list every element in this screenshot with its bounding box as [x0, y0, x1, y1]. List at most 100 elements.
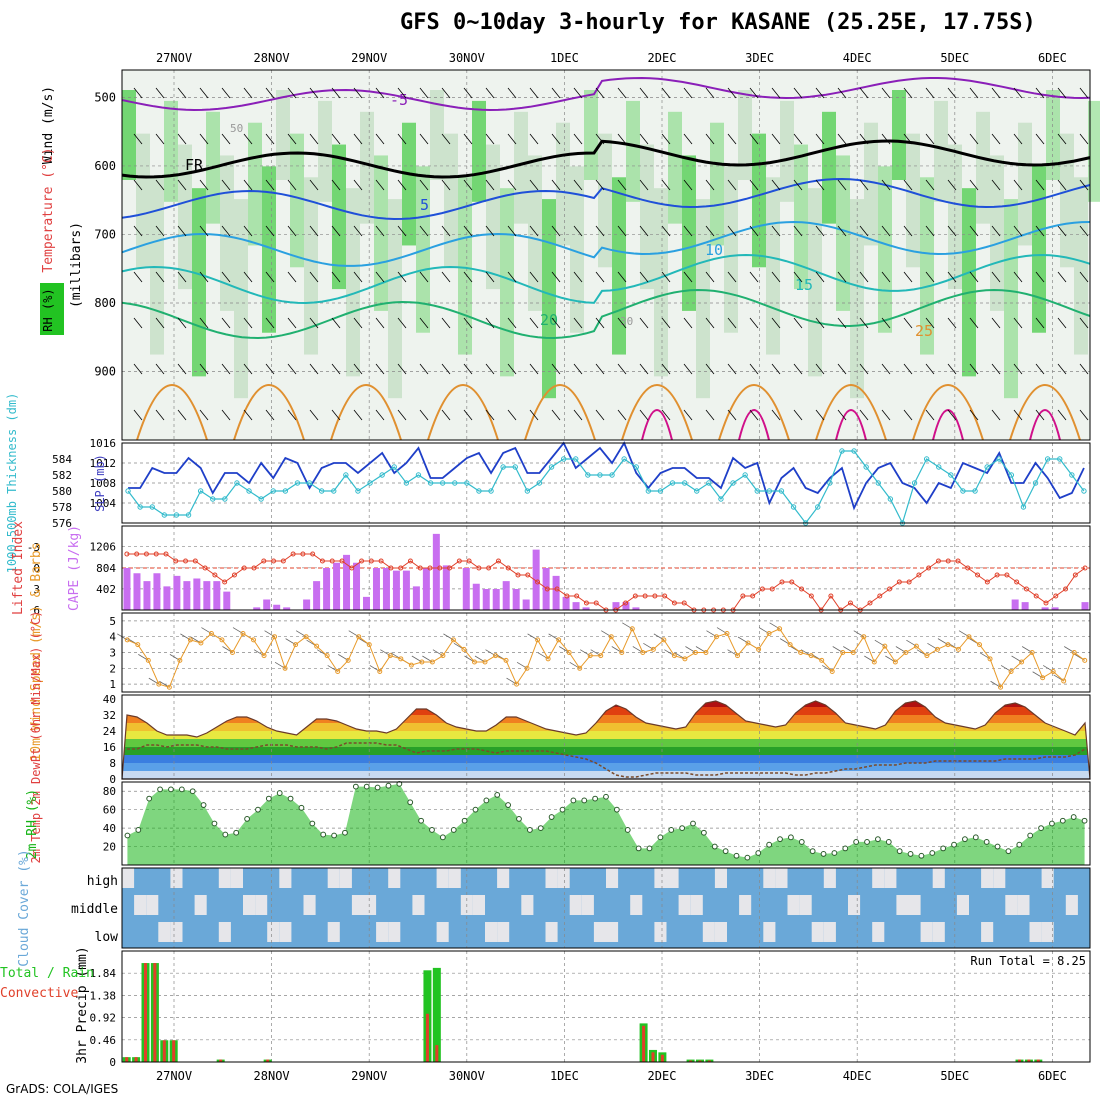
rh-shading-cell — [668, 111, 682, 224]
wind-barb — [793, 133, 803, 145]
thickness-point — [197, 488, 204, 494]
cape-bar — [552, 575, 560, 610]
rh-shading-cell — [766, 177, 780, 355]
thickness-point — [669, 480, 676, 486]
rh-shading-cell — [794, 144, 808, 290]
wind-barb — [1035, 179, 1045, 191]
isotherm-line — [121, 220, 1091, 267]
tick-label: 402 — [96, 583, 116, 596]
lifted-index-point — [368, 558, 374, 564]
wind-barb — [221, 363, 231, 375]
wind-barb — [881, 133, 891, 145]
wind-barb — [903, 87, 913, 99]
cloud-gap-cell — [146, 895, 159, 915]
wind-speed-point — [735, 653, 741, 659]
ylabel-convective: Convective — [0, 986, 78, 1001]
cloud-gap-cell — [230, 868, 243, 888]
wind-barb — [947, 317, 957, 329]
tick-label: 20 — [103, 841, 116, 854]
wind-barb — [441, 179, 451, 191]
cape-bar — [123, 568, 131, 610]
wind-barb — [199, 317, 209, 329]
wind-speed-point — [503, 657, 509, 663]
rh-shading-cell — [332, 144, 346, 290]
wind-barb — [771, 317, 781, 329]
wind-barb — [265, 225, 275, 237]
lifted-index-point — [251, 565, 257, 571]
wind-speed-point — [535, 637, 541, 643]
isotherm-label: 15 — [795, 276, 813, 294]
wind-barb — [573, 87, 583, 99]
cloud-gap-cell — [581, 895, 594, 915]
cloud-gap-cell — [339, 868, 352, 888]
thickness-point — [222, 496, 228, 502]
x-tick-label: 6DEC — [1038, 1069, 1067, 1083]
isotherm-line — [121, 253, 1091, 305]
ylabel-cape: CAPE (J/kg) — [67, 525, 82, 611]
rh-shading-cell — [290, 133, 304, 268]
rh-shading-cell — [262, 166, 276, 333]
wind-barb — [529, 409, 539, 421]
rh-shading-cell — [360, 111, 374, 224]
lifted-index-point — [163, 551, 169, 557]
thickness-point — [137, 504, 143, 510]
lifted-index-point — [965, 565, 971, 571]
cloud-gap-cell — [606, 868, 619, 888]
lifted-index-point — [544, 586, 550, 592]
wind-speed-point — [177, 657, 183, 663]
wind-barb — [441, 271, 451, 283]
wind-barb — [771, 179, 781, 191]
wind-barb — [243, 179, 253, 191]
wind-speed-point — [692, 650, 698, 655]
isotherm-label: 30 — [620, 315, 633, 328]
wind-barb — [925, 225, 935, 237]
cape-bar — [1081, 602, 1089, 610]
wind-speed-point — [1082, 657, 1088, 663]
cape-bar — [183, 581, 191, 610]
wind-speed-line — [127, 627, 1086, 689]
lifted-index-point — [1023, 586, 1029, 592]
lifted-index-point — [926, 565, 932, 571]
lifted-index-point — [1033, 593, 1039, 599]
wind-barb — [793, 179, 803, 191]
rh-point — [276, 790, 283, 796]
cloud-gap-cell — [472, 895, 485, 915]
cloud-gap-cell — [218, 922, 231, 942]
wind-barb — [969, 317, 979, 329]
lifted-index-point — [779, 579, 785, 585]
wind-barb — [969, 409, 979, 421]
rh-shading-cell — [836, 155, 850, 311]
thickness-point — [415, 472, 422, 478]
lifted-index-point — [417, 565, 423, 571]
cloud-gap-cell — [388, 868, 401, 888]
wind-barb — [309, 87, 319, 99]
cloud-gap-cell — [376, 922, 389, 942]
wind-speed-point — [966, 634, 972, 640]
cloud-gap-cell — [593, 922, 606, 942]
ylabel-temperature: Temperature (°C) — [41, 147, 56, 272]
rh-shading-cell — [248, 122, 262, 246]
wind-barb — [771, 225, 781, 237]
wind-barb — [199, 87, 209, 99]
wind-barb — [661, 179, 671, 191]
isotherm-line — [121, 177, 1091, 221]
rh-shading-cell — [920, 177, 934, 355]
wind-barb — [991, 133, 1001, 145]
cloud-gap-cell — [739, 895, 752, 915]
rh-point — [592, 795, 599, 802]
wind-barb — [573, 133, 583, 145]
wind-speed-point — [850, 650, 856, 655]
rh-point — [342, 829, 348, 836]
thickness-point — [996, 456, 1002, 462]
ylabel-total-rain: Total / Rain — [0, 966, 94, 981]
tick-label: 0 — [109, 1056, 116, 1069]
cape-bar — [432, 533, 440, 610]
x-tick-label: 29NOV — [351, 1069, 387, 1083]
cloud-gap-cell — [714, 922, 727, 942]
wind-barb — [991, 225, 1001, 237]
wind-barb — [925, 179, 935, 191]
isotherm-25-line — [718, 384, 790, 441]
cloud-gap-cell — [763, 868, 776, 888]
rh-point — [146, 795, 153, 802]
wind-barb — [441, 133, 451, 145]
